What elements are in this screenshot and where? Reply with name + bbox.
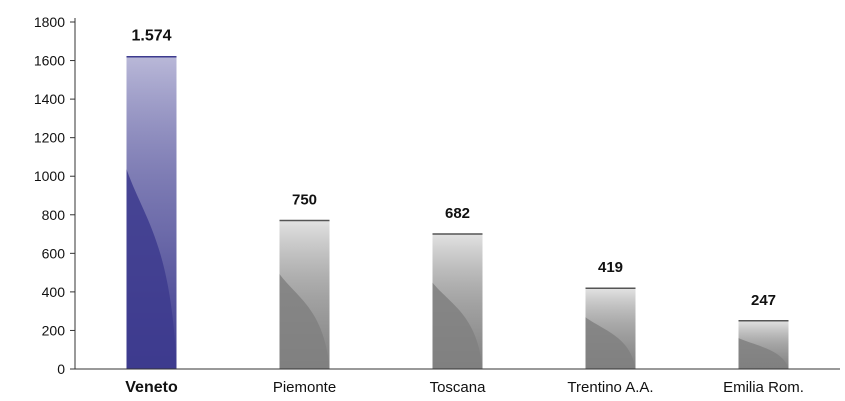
y-tick-label: 800	[42, 207, 66, 223]
bars: 1.574 750 682 419 247	[126, 28, 789, 369]
y-tick-label: 1200	[34, 130, 65, 146]
data-label: 247	[751, 292, 776, 309]
bar-shading	[738, 338, 789, 369]
x-tick-label: Veneto	[125, 379, 178, 396]
y-tick-label: 1400	[34, 91, 65, 107]
y-tick-label: 1000	[34, 168, 65, 184]
x-tick-label: Trentino A.A.	[567, 379, 653, 396]
x-tick-label: Piemonte	[273, 379, 336, 396]
y-tick-label: 400	[42, 284, 66, 300]
y-tick-label: 1800	[34, 14, 65, 30]
bar-shading	[585, 317, 636, 369]
data-label: 1.574	[131, 28, 171, 45]
y-tick-label: 0	[57, 361, 65, 377]
y-tick-label: 1600	[34, 53, 65, 69]
bar-shading	[279, 273, 330, 369]
x-axis: Veneto Piemonte Toscana Trentino A.A. Emilia…	[75, 368, 840, 396]
data-label: 750	[292, 192, 317, 209]
x-tick-label: Emilia Rom.	[723, 379, 804, 396]
data-label: 682	[445, 205, 470, 222]
bar-shading	[432, 282, 483, 369]
bar-shading	[126, 169, 177, 369]
x-tick-label: Toscana	[430, 379, 487, 396]
y-tick-label: 200	[42, 322, 66, 338]
y-tick-label: 600	[42, 245, 66, 261]
data-label: 419	[598, 259, 623, 276]
y-axis: 0 200 400 600 800 1000 1200 1400 1600 1800	[34, 14, 76, 377]
